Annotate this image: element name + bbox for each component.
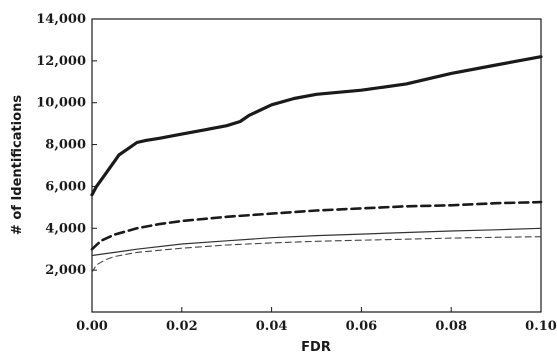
series-line-thick-solid (90, 55, 543, 197)
series-layer (90, 55, 543, 273)
x-tick-label: 0.00 (76, 319, 108, 334)
y-tick-label: 2,000 (45, 263, 86, 278)
x-tick-label: 0.06 (346, 319, 378, 334)
y-tick-label: 8,000 (45, 138, 86, 153)
y-axis: 2,000 4,000 6,000 8,000 10,000 12,000 14,000 (36, 12, 97, 278)
x-tick-label: 0.02 (166, 319, 198, 334)
x-axis: 0.00 0.02 0.04 0.06 0.08 0.10 (76, 307, 557, 334)
y-tick-label: 4,000 (45, 221, 86, 236)
series-line-thick-dashed (90, 200, 543, 251)
y-tick-label: 10,000 (36, 96, 86, 111)
x-axis-title: FDR (301, 340, 331, 355)
y-tick-label: 14,000 (36, 12, 86, 27)
x-tick-label: 0.10 (525, 319, 557, 334)
y-axis-title: # of Identifications (10, 95, 25, 235)
series-line-thin-solid (91, 227, 542, 257)
x-tick-label: 0.08 (435, 319, 467, 334)
y-tick-label: 12,000 (36, 54, 86, 69)
plot-area-frame (91, 18, 542, 313)
y-tick-label: 6,000 (45, 179, 86, 194)
x-tick-label: 0.04 (256, 319, 288, 334)
series-line-thin-dashed (91, 236, 542, 273)
